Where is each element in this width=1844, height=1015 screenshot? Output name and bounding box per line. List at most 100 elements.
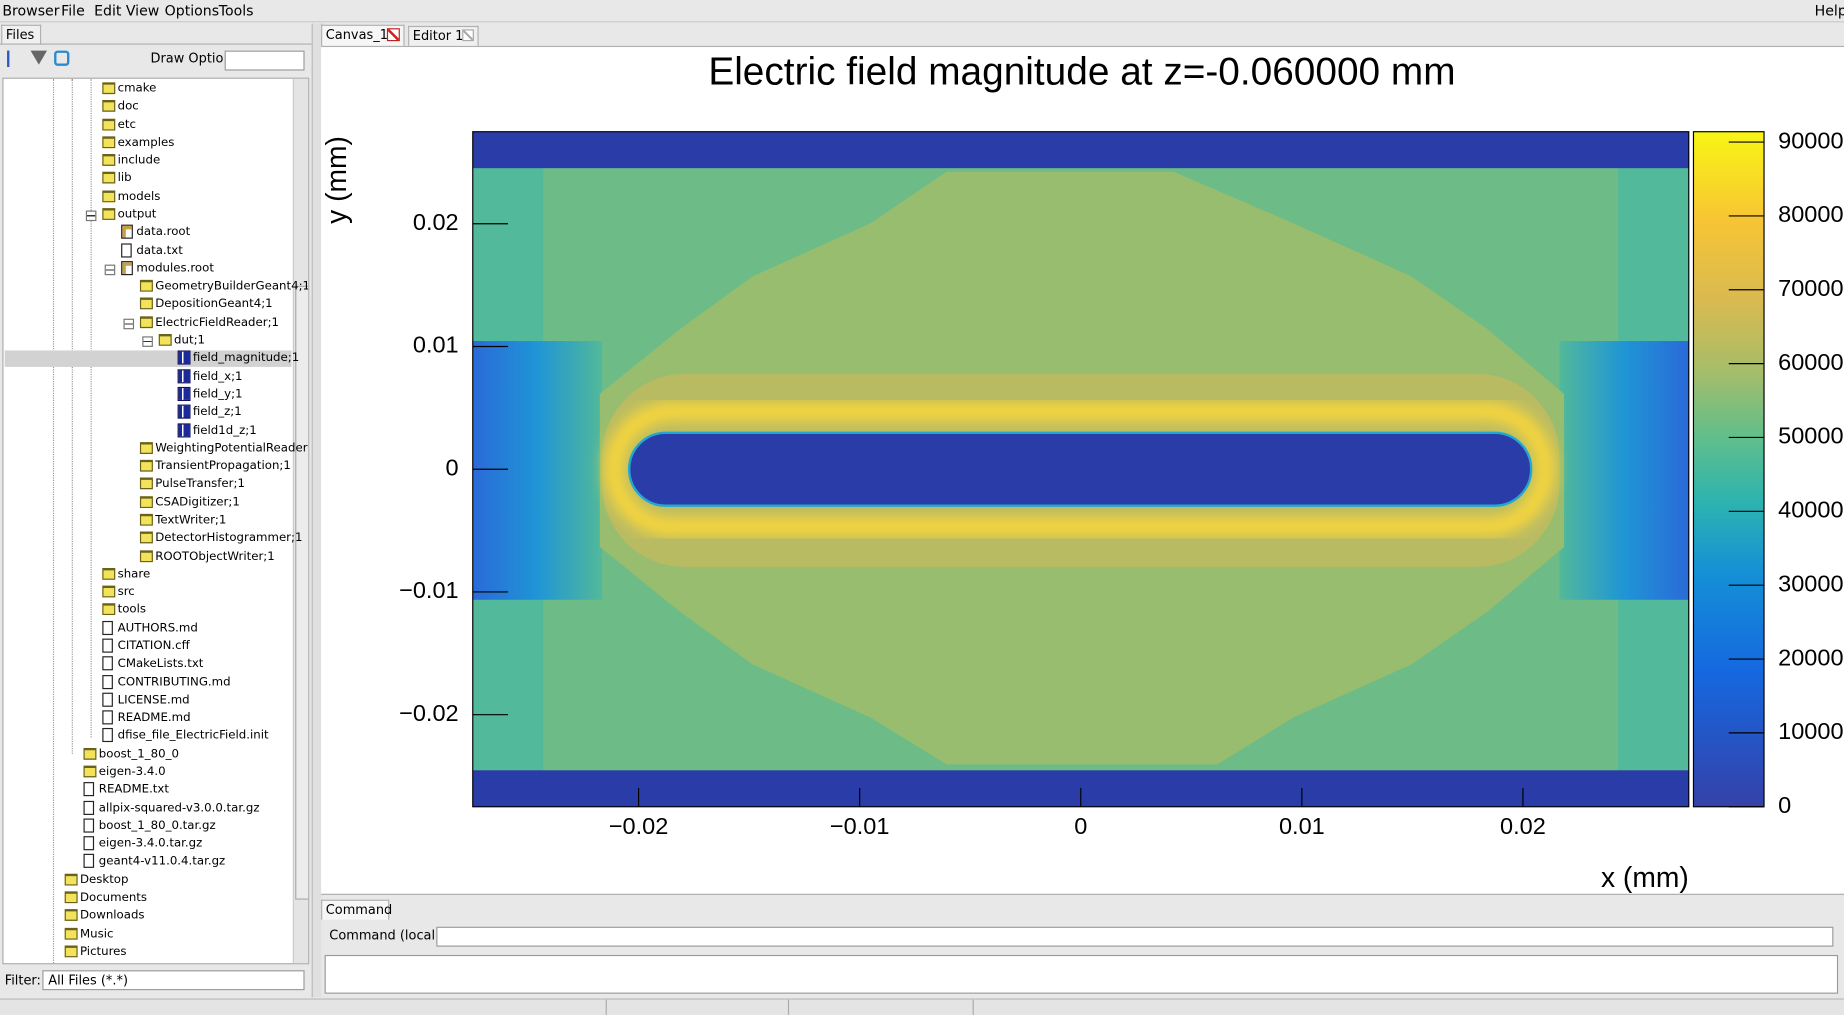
y-axis-label: y (mm) (321, 136, 352, 224)
refresh-icon[interactable] (54, 50, 70, 66)
tree-label: dfise_file_ElectricField.init (117, 729, 269, 743)
tree-label: CONTRIBUTING.md (117, 675, 231, 689)
tree-icon (121, 260, 133, 276)
tree-label: field_x;1 (192, 370, 243, 383)
tree-label: data.txt (136, 244, 183, 258)
tree-label: modules.root (136, 262, 214, 276)
tree-label: field_y;1 (192, 387, 243, 401)
filter-combo[interactable]: All Files (*.*) (42, 970, 305, 991)
menu-item[interactable]: File (61, 2, 85, 19)
scroll-thumb[interactable] (295, 285, 309, 900)
tree-label: Desktop (79, 873, 129, 887)
scrollbar[interactable] (292, 78, 309, 964)
tree-icon (139, 513, 153, 526)
tree-icon (83, 765, 97, 778)
menu-item[interactable]: View (125, 2, 160, 19)
separator (0, 43, 312, 45)
tree-icon (102, 620, 113, 635)
tree-label: README.txt (98, 783, 169, 797)
menu-item[interactable]: Browser (2, 2, 60, 19)
tree-icon (64, 927, 78, 940)
z-tick-label: 40000 (1778, 497, 1843, 523)
tree-icon (139, 280, 153, 292)
tree-icon (83, 854, 95, 869)
collapse-box[interactable] (104, 264, 116, 276)
command-tab[interactable]: Command (321, 899, 392, 920)
menu-item[interactable]: Edit (94, 2, 122, 19)
menu-item[interactable]: Options (164, 2, 220, 19)
draw-option-label: Draw Option: (150, 50, 236, 66)
sort-icon[interactable] (7, 50, 23, 68)
tree-icon (177, 404, 191, 419)
tree-icon (139, 441, 153, 454)
x-tick-label: 0.02 (1500, 813, 1546, 839)
collapse-box[interactable] (142, 336, 153, 347)
tree-label: eigen-3.4.0.tar.gz (98, 837, 203, 851)
tree-label: CSADigitizer;1 (155, 495, 240, 509)
tab-label: Canvas_1 (325, 27, 388, 43)
menu-item[interactable]: Help (1814, 2, 1844, 19)
x-tick-label: −0.02 (609, 813, 669, 839)
tree-icon (102, 728, 113, 743)
tree-label: lib (117, 172, 132, 186)
tree-icon (177, 368, 191, 383)
menu-item[interactable]: Tools (218, 2, 254, 19)
files-tab[interactable]: Files (1, 24, 42, 45)
field-map (472, 131, 1689, 807)
z-tick-label: 30000 (1778, 570, 1843, 596)
tree-icon (102, 656, 113, 671)
close-button[interactable] (386, 28, 400, 42)
tree-label: Music (79, 927, 114, 941)
field-region (472, 131, 1689, 169)
draw-option-combo[interactable] (224, 50, 305, 71)
z-tick-label: 50000 (1778, 423, 1843, 449)
tree-line (90, 78, 92, 738)
tree-label: allpix-squared-v3.0.0.tar.gz (98, 801, 260, 815)
tree-label: TransientPropagation;1 (155, 459, 291, 473)
x-tick-label: 0 (1074, 813, 1087, 839)
tree-label: PulseTransfer;1 (155, 477, 245, 491)
status-separator (605, 999, 607, 1015)
tree-icon (139, 298, 153, 310)
field-region (472, 341, 603, 600)
tree-icon (102, 674, 113, 689)
command-label: Command (local): (329, 927, 445, 944)
tree-label: include (117, 154, 161, 168)
tree-icon (83, 836, 95, 851)
tree-icon (102, 118, 116, 131)
close-button[interactable] (462, 29, 474, 42)
tree-icon (102, 136, 116, 149)
tree-icon (139, 531, 153, 544)
tree-label: field1d_z;1 (192, 423, 257, 437)
tree-icon (177, 350, 191, 365)
tree-label: cmake (117, 82, 157, 96)
tree-icon (139, 495, 153, 508)
command-input[interactable] (436, 926, 1834, 947)
editor-tab[interactable]: Editor 1 (408, 25, 479, 46)
collapse-box[interactable] (123, 318, 135, 330)
tree-label: eigen-3.4.0 (98, 765, 166, 779)
color-bar (1693, 131, 1765, 807)
tree-icon (64, 873, 78, 886)
y-tick-label: −0.02 (399, 700, 459, 726)
tree-label: CITATION.cff (117, 639, 190, 653)
field-region (1559, 341, 1689, 600)
tree-label: boost_1_80_0.tar.gz (98, 819, 216, 833)
z-tick-label: 90000 (1778, 127, 1843, 153)
tree-label: geant4-v11.0.4.tar.gz (98, 855, 226, 869)
filter-icon[interactable] (30, 50, 48, 65)
tree-icon (102, 567, 116, 580)
status-separator (972, 999, 974, 1015)
tree-icon (121, 224, 133, 240)
collapse-box[interactable] (85, 210, 97, 222)
tree-icon (177, 386, 191, 401)
canvas-tab[interactable]: Canvas_1 (321, 24, 405, 46)
tree-label: examples (117, 136, 175, 150)
tree-icon (102, 154, 116, 167)
tree-icon (158, 334, 172, 346)
tree-icon (177, 422, 191, 437)
tree-icon (139, 477, 153, 490)
filter-label: Filter: (4, 972, 41, 988)
tree-icon (139, 316, 153, 328)
tree-label: share (117, 567, 151, 581)
